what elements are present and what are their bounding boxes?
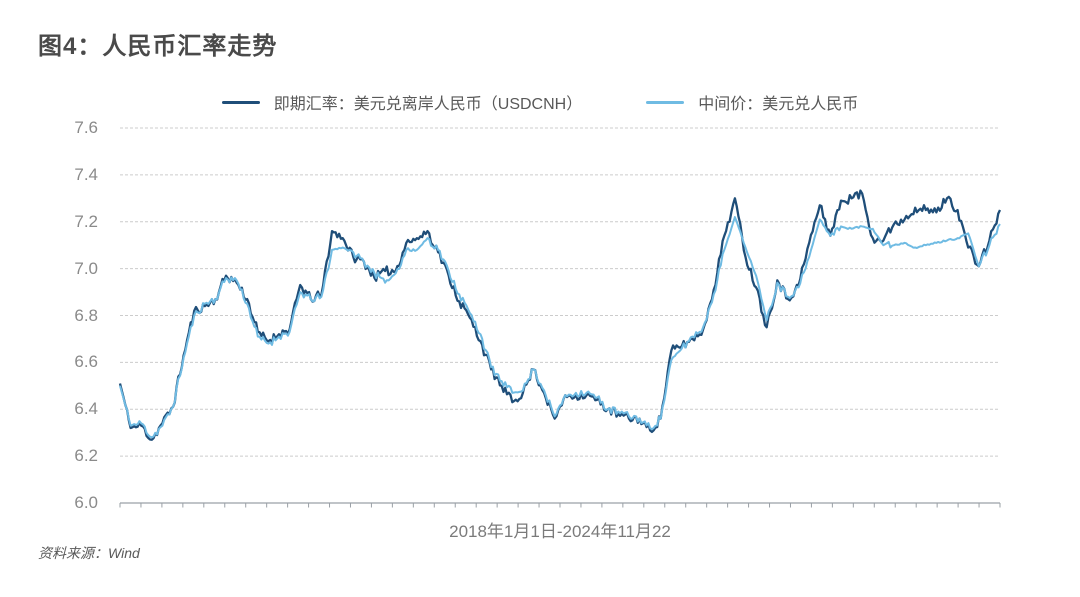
legend-item-parity: 中间价：美元兑人民币 [646, 90, 858, 114]
legend-line-marker-spot-icon [221, 100, 260, 104]
y-tick-label: 6.4 [74, 399, 98, 419]
exchange-rate-line-chart [118, 127, 1002, 508]
y-tick-label: 6.6 [74, 352, 98, 372]
y-tick-label: 6.8 [74, 305, 98, 325]
data-source-note: 资料来源：Wind [38, 545, 140, 561]
legend-item-spot: 即期汇率：美元兑离岸人民币（USDCNH） [221, 90, 583, 114]
x-axis-range-label: 2018年1月1日-2024年11月22 [449, 522, 671, 541]
y-axis-labels: 7.6 7.4 7.2 7.0 6.8 6.6 6.4 6.2 6.0 [30, 118, 102, 512]
y-tick-label: 7.2 [74, 211, 98, 231]
legend-line-marker-parity-icon [646, 100, 685, 104]
y-tick-label: 7.4 [74, 164, 98, 184]
y-tick-label: 6.0 [74, 493, 98, 512]
figure-title: 图4：人民币汇率走势 [38, 33, 278, 60]
y-tick-label: 6.2 [74, 446, 98, 466]
central-parity-line [119, 216, 1001, 439]
chart-legend: 即期汇率：美元兑离岸人民币（USDCNH） 中间价：美元兑人民币 [0, 90, 1080, 114]
legend-label-spot: 即期汇率：美元兑离岸人民币（USDCNH） [273, 96, 583, 113]
y-tick-label: 7.6 [74, 118, 98, 137]
y-tick-label: 7.0 [74, 258, 98, 278]
legend-label-parity: 中间价：美元兑人民币 [698, 96, 859, 113]
